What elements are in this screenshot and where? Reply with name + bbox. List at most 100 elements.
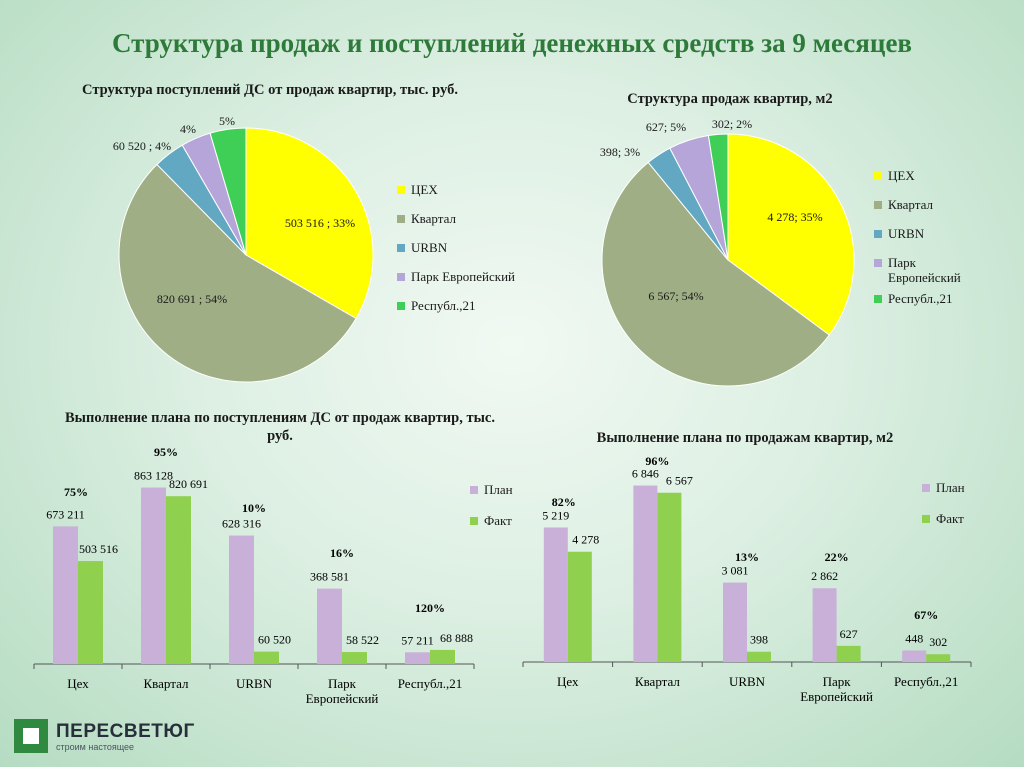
pie-data-label: 398; 3% xyxy=(600,145,640,159)
legend-swatch xyxy=(874,230,882,238)
pie2-title: Структура продаж квартир, м2 xyxy=(627,91,833,107)
bar-value-label-plan: 5 219 xyxy=(542,508,569,522)
pie-data-label: 302; 2% xyxy=(712,117,752,131)
logo-name: ПЕРЕСВЕТЮГ xyxy=(56,720,195,742)
pie-data-label: 627; 5% xyxy=(646,120,686,134)
category-tick-label: Парк xyxy=(328,676,357,691)
legend-swatch xyxy=(874,172,882,180)
bar-value-label-fact: 627 xyxy=(840,627,858,641)
percent-label: 13% xyxy=(735,550,759,564)
bar-fact xyxy=(78,561,103,664)
bar-value-label-plan: 448 xyxy=(905,631,923,645)
legend-item-park: Парк Европейский xyxy=(397,269,537,284)
bar-fact xyxy=(254,651,279,664)
category-tick-label: Цех xyxy=(67,676,89,691)
legend-item-respubl: Республ.,21 xyxy=(397,298,537,313)
category-tick-label: Европейский xyxy=(800,689,873,704)
bar-value-label-fact: 58 522 xyxy=(346,633,379,647)
legend-item-fact: Факт xyxy=(922,511,992,526)
legend-label: URBN xyxy=(411,240,448,255)
legend-label: Факт xyxy=(484,513,512,528)
legend-item-plan: План xyxy=(922,480,992,495)
bar-plan xyxy=(53,526,78,664)
bar-plan xyxy=(229,535,254,664)
bar-value-label-plan: 368 581 xyxy=(310,570,349,584)
legend-label: Факт xyxy=(936,511,964,526)
pie2-legend: ЦЕХ Квартал URBN Парк Европейский Респуб… xyxy=(874,168,984,320)
bar-fact xyxy=(166,496,191,664)
legend-swatch xyxy=(397,215,405,223)
pie-data-label: 820 691 ; 54% xyxy=(157,292,227,306)
legend-item-urbn: URBN xyxy=(397,240,537,255)
legend-swatch xyxy=(874,259,882,267)
legend-item-kvartal: Квартал xyxy=(397,211,537,226)
legend-swatch xyxy=(397,244,405,252)
bar1-legend: План Факт xyxy=(470,482,540,542)
pie-data-label: 4% xyxy=(180,122,196,136)
pie-slice-2 xyxy=(118,163,357,383)
legend-label: Квартал xyxy=(411,211,456,226)
bar-value-label-fact: 68 888 xyxy=(440,631,473,645)
bar-value-label-plan: 57 211 xyxy=(401,633,434,647)
bar-value-label-fact: 503 516 xyxy=(79,542,118,556)
pie1-title: Структура поступлений ДС от продаж кварт… xyxy=(82,82,458,98)
legend-swatch xyxy=(397,302,405,310)
category-tick-label: Парк xyxy=(823,674,852,689)
bar-value-label-fact: 820 691 xyxy=(169,477,208,491)
bar-value-label-plan: 3 081 xyxy=(722,564,749,578)
category-tick-label: URBN xyxy=(236,676,273,691)
legend-label: ЦЕХ xyxy=(888,168,915,183)
bar-value-label-fact: 398 xyxy=(750,633,768,647)
legend-item-fact: Факт xyxy=(470,513,540,528)
logo-icon xyxy=(14,719,48,753)
bar-plan xyxy=(633,485,658,662)
legend-label: План xyxy=(936,480,965,495)
bar-plan xyxy=(543,527,568,662)
pie-slice-2 xyxy=(601,161,830,387)
percent-label: 82% xyxy=(552,495,576,509)
legend-label: Республ.,21 xyxy=(888,291,953,306)
pie-data-label: 5% xyxy=(219,114,235,128)
legend-item-respubl: Республ.,21 xyxy=(874,291,984,306)
bar-value-label-plan: 863 128 xyxy=(134,469,173,483)
bar1-title: Выполнение плана по поступлениям ДС от п… xyxy=(65,410,495,444)
pie-data-label: 503 516 ; 33% xyxy=(285,216,355,230)
legend-swatch xyxy=(922,484,930,492)
legend-swatch xyxy=(470,517,478,525)
bar-plan xyxy=(812,588,837,662)
pie-slice-1 xyxy=(245,127,374,320)
bar-value-label-fact: 4 278 xyxy=(572,533,599,547)
bar-fact xyxy=(567,551,592,662)
category-tick-label: Квартал xyxy=(635,674,680,689)
bar-plan xyxy=(405,652,430,664)
bar-plan xyxy=(317,588,342,664)
legend-swatch xyxy=(874,201,882,209)
legend-label: Республ.,21 xyxy=(411,298,476,313)
category-tick-label: Республ.,21 xyxy=(894,674,959,689)
legend-item-plan: План xyxy=(470,482,540,497)
legend-item-cex: ЦЕХ xyxy=(874,168,984,183)
percent-label: 75% xyxy=(64,485,88,499)
pie-slice-5 xyxy=(209,127,247,256)
bar-fact xyxy=(926,654,951,662)
percent-label: 22% xyxy=(825,550,849,564)
pie-data-label: 6 567; 54% xyxy=(648,289,703,303)
pie-slice-5 xyxy=(707,133,729,261)
logo-tagline: строим настоящее xyxy=(56,741,135,752)
legend-swatch xyxy=(470,486,478,494)
bar-fact xyxy=(657,492,682,662)
legend-label: План xyxy=(484,482,513,497)
page-title: Структура продаж и поступлений денежных … xyxy=(111,28,913,58)
bar-value-label-plan: 628 316 xyxy=(222,517,261,531)
legend-item-park: Парк Европейский xyxy=(874,255,984,285)
legend-swatch xyxy=(922,515,930,523)
bar-plan xyxy=(902,650,927,662)
percent-label: 67% xyxy=(914,608,938,622)
bar-fact xyxy=(747,651,771,662)
bar-value-label-plan: 6 846 xyxy=(632,467,659,481)
bar-fact xyxy=(836,645,861,662)
percent-label: 10% xyxy=(242,501,266,515)
pie-data-label: 4 278; 35% xyxy=(767,210,822,224)
percent-label: 95% xyxy=(154,445,178,459)
